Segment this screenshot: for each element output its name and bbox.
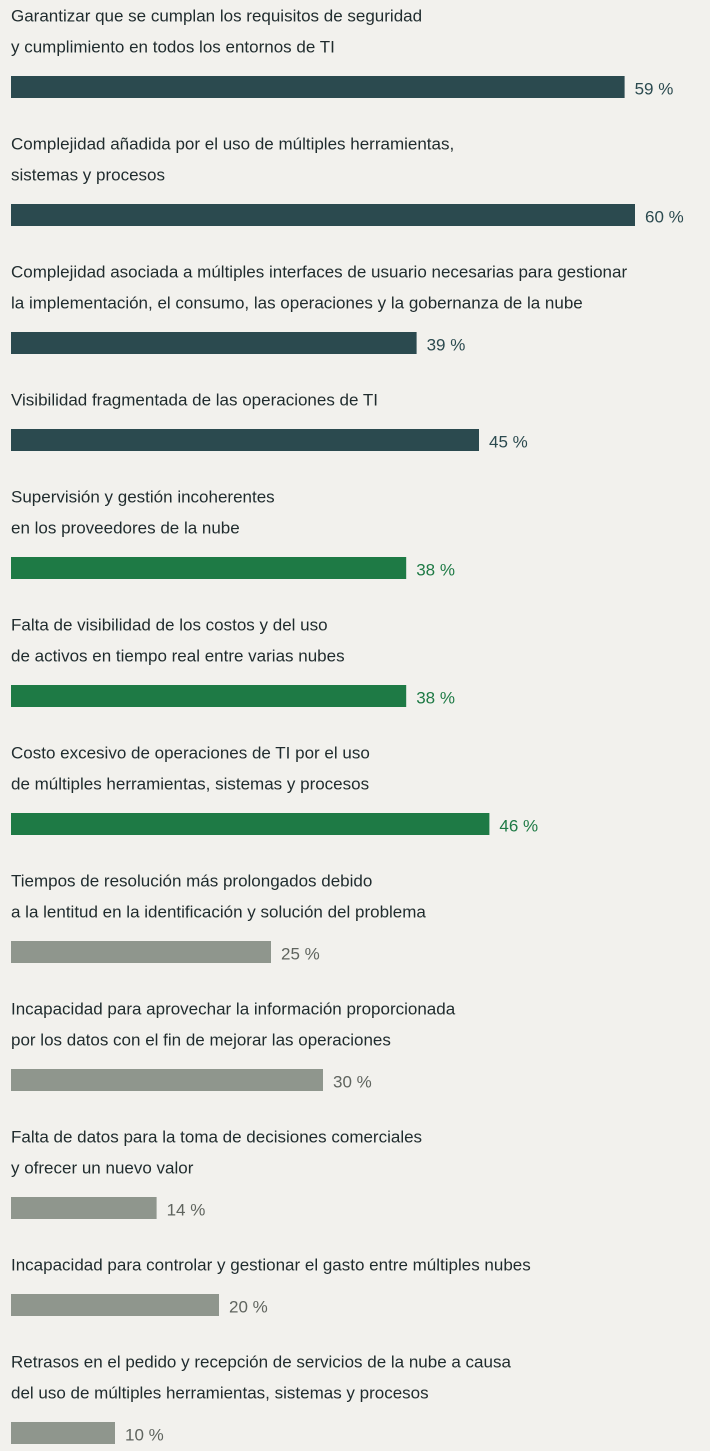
bar [11, 1197, 157, 1219]
category-label: de múltiples herramientas, sistemas y pr… [11, 774, 369, 793]
category-label: Incapacidad para aprovechar la informaci… [11, 999, 456, 1018]
value-label: 59 % [635, 79, 674, 98]
value-label: 60 % [645, 207, 684, 226]
value-label: 39 % [427, 335, 466, 354]
category-label: a la lentitud en la identificación y sol… [11, 902, 426, 921]
bar [11, 332, 417, 354]
value-label: 10 % [125, 1425, 164, 1444]
bar [11, 429, 479, 451]
category-label: Supervisión y gestión incoherentes [11, 487, 275, 506]
bar [11, 204, 635, 226]
category-label: la implementación, el consumo, las opera… [11, 293, 583, 312]
bar [11, 1069, 323, 1091]
category-label: Incapacidad para controlar y gestionar e… [11, 1255, 531, 1274]
category-label: Retrasos en el pedido y recepción de ser… [11, 1352, 511, 1371]
bar [11, 557, 407, 579]
category-label: de activos en tiempo real entre varias n… [11, 646, 345, 665]
category-label: Falta de visibilidad de los costos y del… [11, 615, 328, 634]
category-label: Visibilidad fragmentada de las operacion… [11, 390, 378, 409]
value-label: 38 % [416, 688, 455, 707]
category-label: Costo excesivo de operaciones de TI por … [11, 743, 370, 762]
category-label: del uso de múltiples herramientas, siste… [11, 1383, 429, 1402]
category-label: sistemas y procesos [11, 165, 165, 184]
value-label: 45 % [489, 432, 528, 451]
category-label: Falta de datos para la toma de decisione… [11, 1127, 422, 1146]
value-label: 25 % [281, 944, 320, 963]
bar [11, 1422, 115, 1444]
category-label: en los proveedores de la nube [11, 518, 240, 537]
value-label: 14 % [167, 1200, 206, 1219]
bar [11, 76, 625, 98]
value-label: 38 % [416, 560, 455, 579]
category-label: Complejidad asociada a múltiples interfa… [11, 262, 627, 281]
bar [11, 1294, 219, 1316]
category-label: y ofrecer un nuevo valor [11, 1158, 194, 1177]
value-label: 20 % [229, 1297, 268, 1316]
category-label: y cumplimiento en todos los entornos de … [11, 37, 335, 56]
category-label: Tiempos de resolución más prolongados de… [11, 871, 372, 890]
bar [11, 685, 407, 707]
category-label: Garantizar que se cumplan los requisitos… [11, 6, 422, 25]
bar [11, 941, 271, 963]
category-label: por los datos con el fin de mejorar las … [11, 1030, 391, 1049]
bar [11, 813, 490, 835]
category-label: Complejidad añadida por el uso de múltip… [11, 134, 454, 153]
value-label: 30 % [333, 1072, 372, 1091]
value-label: 46 % [499, 816, 538, 835]
